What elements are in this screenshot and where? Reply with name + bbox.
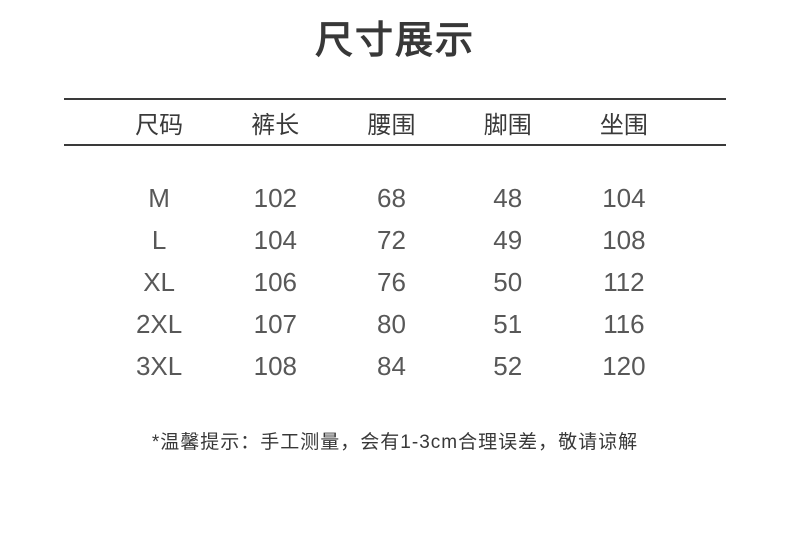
table-row-2xl: 2XL 107 80 51 116 bbox=[101, 303, 682, 345]
size-table: 尺码 裤长 腰围 脚围 坐围 M 102 68 48 104 L 104 72 … bbox=[64, 98, 726, 387]
cell-size: XL bbox=[143, 266, 175, 297]
header-cell-size: 尺码 bbox=[135, 111, 184, 139]
cell-size: L bbox=[151, 224, 167, 255]
header-cell-leg-opening: 脚围 bbox=[483, 111, 532, 139]
table-row-3xl: 3XL 108 84 52 120 bbox=[101, 345, 682, 387]
cell-pant-length: 104 bbox=[253, 224, 297, 255]
cell-leg-opening: 48 bbox=[493, 182, 523, 213]
cell-size: M bbox=[148, 182, 170, 213]
header-cell-pant-length: 裤长 bbox=[251, 111, 300, 139]
cell-size: 3XL bbox=[135, 350, 183, 381]
cell-leg-opening: 51 bbox=[493, 308, 523, 339]
table-row-l: L 104 72 49 108 bbox=[101, 219, 682, 261]
cell-hip: 104 bbox=[602, 182, 646, 213]
table-row-xl: XL 106 76 50 112 bbox=[101, 261, 682, 303]
cell-leg-opening: 50 bbox=[493, 266, 523, 297]
cell-hip: 108 bbox=[602, 224, 646, 255]
cell-waist: 68 bbox=[377, 182, 406, 213]
table-row-m: M 102 68 48 104 bbox=[101, 177, 682, 219]
cell-hip: 112 bbox=[603, 266, 645, 297]
header-cell-hip: 坐围 bbox=[599, 111, 648, 139]
header-cell-waist: 腰围 bbox=[367, 111, 416, 139]
cell-leg-opening: 49 bbox=[493, 224, 523, 255]
table-body: M 102 68 48 104 L 104 72 49 108 XL 106 7… bbox=[64, 177, 726, 387]
cell-pant-length: 108 bbox=[253, 350, 297, 381]
cell-waist: 80 bbox=[377, 308, 406, 339]
table-header-row: 尺码 裤长 腰围 脚围 坐围 bbox=[64, 98, 726, 146]
cell-waist: 84 bbox=[377, 350, 406, 381]
cell-pant-length: 106 bbox=[253, 266, 297, 297]
cell-waist: 72 bbox=[377, 224, 406, 255]
cell-pant-length: 107 bbox=[253, 308, 297, 339]
cell-size: 2XL bbox=[135, 308, 183, 339]
cell-hip: 116 bbox=[603, 308, 645, 339]
cell-pant-length: 102 bbox=[253, 182, 297, 213]
page-title: 尺寸展示 bbox=[314, 20, 475, 62]
measurement-disclaimer-note: *温馨提示：手工测量，会有1-3cm合理误差，敬请谅解 bbox=[151, 432, 639, 453]
cell-leg-opening: 52 bbox=[493, 350, 523, 381]
cell-hip: 120 bbox=[602, 350, 646, 381]
cell-waist: 76 bbox=[377, 266, 406, 297]
